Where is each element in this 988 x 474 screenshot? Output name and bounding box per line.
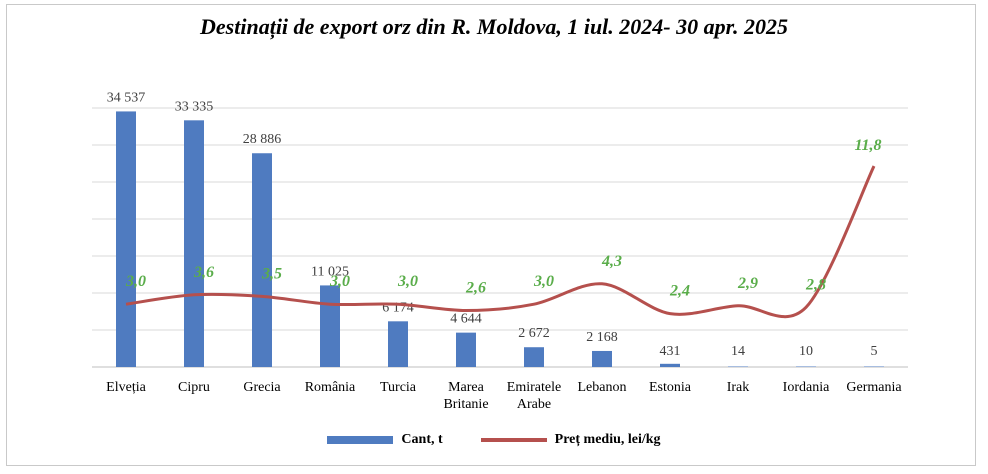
x-tick-label: Cipru — [178, 380, 210, 395]
x-tick-label: Emiratele — [507, 380, 561, 395]
x-tick-label: România — [305, 380, 356, 395]
chart-title: Destinații de export orz din R. Moldova,… — [200, 14, 788, 39]
bar-value-label: 5 — [871, 344, 878, 359]
legend-swatch-line — [480, 438, 547, 442]
x-tick-label: Irak — [727, 380, 750, 395]
bar — [524, 347, 544, 367]
price-value-label: 2,6 — [465, 279, 486, 296]
legend-item-quantity: Cant, t — [327, 432, 443, 448]
price-value-label: 3,0 — [397, 273, 418, 290]
legend-label-price: Preț mediu, lei/kg — [554, 432, 661, 447]
x-tick-label: Turcia — [380, 380, 417, 395]
legend-item-price: Preț mediu, lei/kg — [480, 432, 661, 448]
bar-value-label: 2 168 — [586, 330, 618, 345]
bar-value-label: 28 886 — [243, 132, 282, 147]
x-tick-label: Germania — [846, 380, 902, 395]
x-tick-label: Lebanon — [578, 380, 627, 395]
price-value-label: 3,0 — [125, 273, 146, 290]
price-value-label: 11,8 — [854, 137, 881, 154]
price-line — [125, 165, 876, 319]
legend-swatch-bar — [327, 436, 394, 444]
bar — [456, 332, 476, 367]
x-tick-label: Estonia — [649, 380, 692, 395]
bar-value-label: 10 — [799, 344, 813, 359]
bar-value-label: 4 644 — [450, 312, 482, 327]
x-tick-label: Britanie — [443, 397, 488, 412]
price-value-label: 4,3 — [601, 253, 622, 270]
bar — [796, 366, 816, 367]
price-value-label: 3,0 — [329, 273, 350, 290]
x-tick-label: Grecia — [243, 380, 281, 395]
price-value-label: 2,9 — [737, 275, 758, 292]
x-tick-label: Iordania — [783, 380, 830, 395]
price-value-label: 3,6 — [193, 264, 214, 281]
legend-label-quantity: Cant, t — [401, 432, 443, 447]
x-tick-label: Arabe — [517, 397, 551, 412]
bar-value-label: 11 025 — [311, 264, 349, 279]
bar — [184, 120, 204, 367]
bar — [252, 153, 272, 367]
price-value-label: 2,4 — [669, 283, 690, 300]
chart-legend: Cant, t Preț mediu, lei/kg — [0, 432, 988, 448]
bar-value-label: 431 — [660, 344, 681, 359]
price-value-label: 3,5 — [261, 265, 282, 282]
bar — [728, 366, 748, 367]
x-tick-label: Elveția — [106, 380, 146, 395]
bar — [592, 350, 612, 367]
chart-frame — [6, 4, 976, 466]
x-tick-label: Marea — [448, 380, 485, 395]
bar — [660, 363, 680, 367]
bar-value-label: 34 537 — [107, 90, 146, 105]
bar — [388, 321, 408, 367]
bar — [320, 285, 340, 367]
bar-value-label: 33 335 — [175, 99, 214, 114]
bar — [864, 366, 884, 367]
bar-value-label: 2 672 — [518, 326, 550, 341]
bar-value-label: 14 — [731, 344, 745, 359]
price-value-label: 2,8 — [805, 276, 826, 293]
bar — [116, 111, 136, 367]
price-value-label: 3,0 — [533, 273, 554, 290]
